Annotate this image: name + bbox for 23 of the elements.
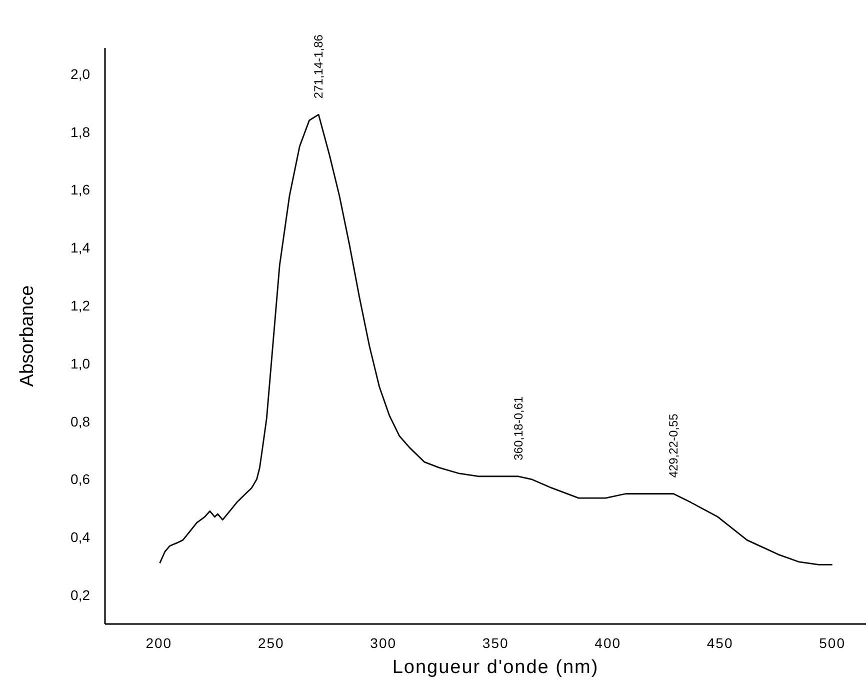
annotation: 429,22-0,55 bbox=[666, 413, 680, 478]
y-tick-label: 1,8 bbox=[70, 124, 90, 140]
y-tick-label: 0,4 bbox=[70, 529, 90, 546]
x-tick-label: 350 bbox=[482, 635, 509, 651]
annotation: 271,14-1,86 bbox=[312, 34, 326, 99]
y-tick-label: 1,4 bbox=[70, 240, 90, 256]
x-tick-label: 500 bbox=[819, 635, 846, 651]
y-axis-title: Absorbance bbox=[17, 285, 38, 387]
line-series bbox=[159, 114, 834, 566]
x-tick-label: 200 bbox=[146, 635, 172, 651]
y-tick-label: 0,2 bbox=[70, 586, 90, 603]
x-tick-label: 450 bbox=[706, 635, 734, 651]
y-tick-label: 0,6 bbox=[70, 471, 90, 488]
annotation: 360,18-0,61 bbox=[511, 396, 526, 460]
y-tick-label: 1,6 bbox=[70, 182, 90, 198]
y-tick-label: 0,8 bbox=[70, 413, 90, 430]
y-tick-label: 1,0 bbox=[70, 355, 90, 372]
x-tick-label: 300 bbox=[370, 635, 397, 651]
y-tick-label: 1,2 bbox=[70, 298, 90, 314]
x-tick-label: 400 bbox=[594, 635, 622, 651]
y-tick-label: 2,0 bbox=[70, 66, 90, 82]
x-axis-title: Longueur d'onde (nm) bbox=[392, 657, 599, 678]
x-tick-label: 250 bbox=[258, 635, 284, 651]
